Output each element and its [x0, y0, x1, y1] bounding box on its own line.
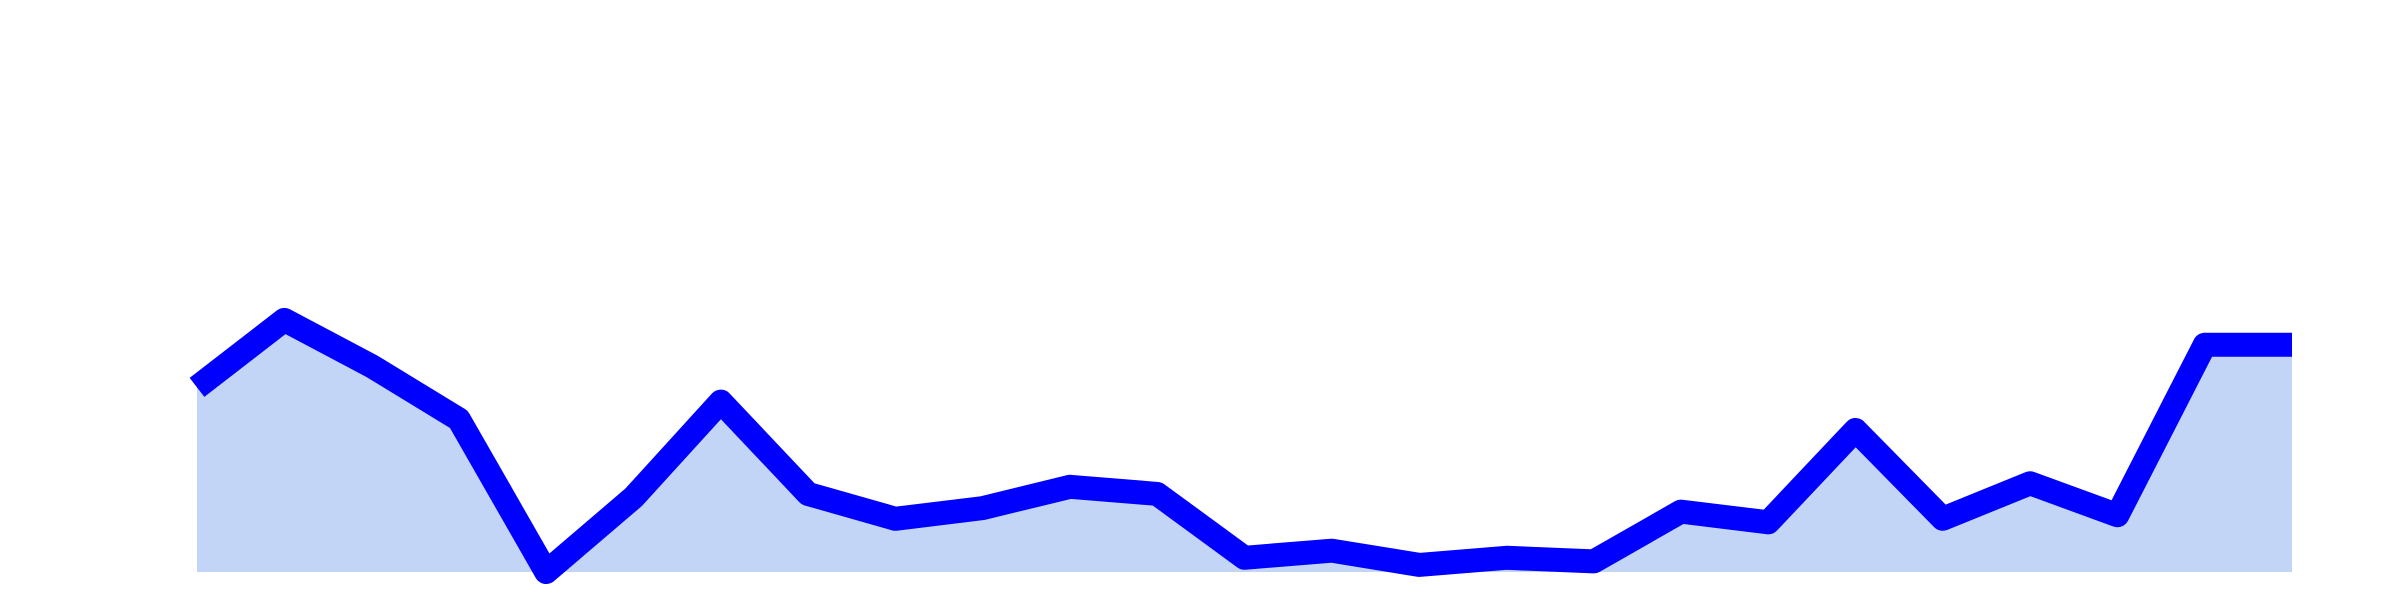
series-area: [197, 319, 2292, 572]
series-line-layer: [189, 307, 2292, 584]
series-line: [189, 307, 2292, 584]
area-fill-layer: [197, 319, 2292, 572]
